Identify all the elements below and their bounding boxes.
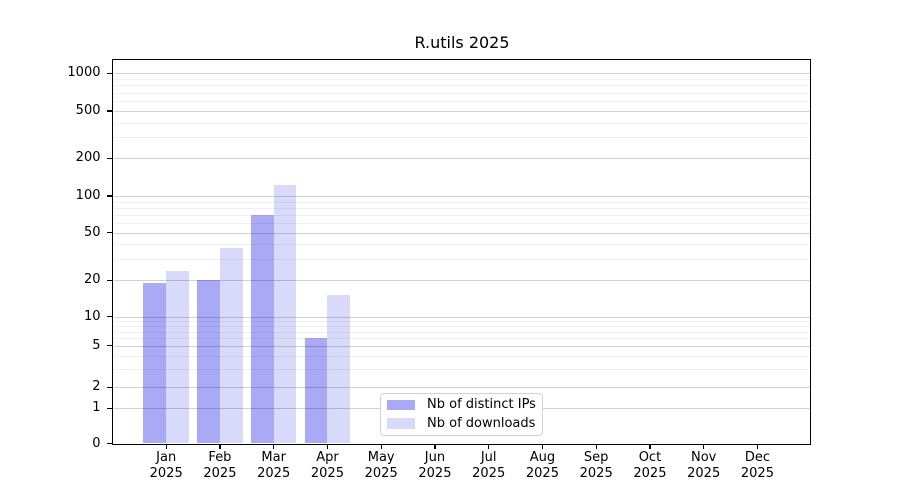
- bar-downloads-feb: [219, 248, 243, 444]
- x-tick-mark: [219, 444, 221, 450]
- y-tick-label: 10: [83, 308, 101, 324]
- legend-item-downloads: Nb of downloads: [387, 414, 536, 433]
- y-tick-label: 100: [75, 188, 101, 203]
- bar-downloads-jan: [166, 270, 189, 444]
- legend-label-distinct-ips: Nb of distinct IPs: [427, 397, 536, 413]
- bar-distinct-ips-jan: [143, 283, 167, 444]
- x-tick-label: Apr 2025: [310, 450, 344, 481]
- gridline-minor: [113, 320, 811, 322]
- y-tick-mark: [106, 195, 114, 197]
- y-tick-label: 500: [75, 103, 101, 118]
- bar-distinct-ips-mar: [250, 214, 274, 444]
- gridline-minor: [113, 201, 811, 203]
- y-tick-label: 0: [92, 435, 101, 451]
- bar-distinct-ips-apr: [304, 338, 328, 444]
- x-tick-label: Dec 2025: [740, 450, 774, 481]
- y-tick-mark: [106, 386, 114, 388]
- chart-title: R.utils 2025: [414, 33, 510, 52]
- gridline-major: [113, 158, 811, 160]
- y-tick-mark: [106, 110, 114, 112]
- y-tick-mark: [106, 315, 114, 318]
- x-tick-mark: [488, 444, 490, 450]
- x-tick-mark: [326, 444, 329, 450]
- legend-label-downloads: Nb of downloads: [427, 416, 536, 432]
- x-tick-mark: [756, 444, 759, 450]
- gridline-minor: [113, 244, 811, 246]
- x-tick-label: Sep 2025: [579, 450, 613, 481]
- x-tick-label: Oct 2025: [633, 450, 667, 481]
- x-tick-label: Nov 2025: [687, 450, 721, 481]
- gridline-minor: [113, 207, 811, 209]
- gridline-minor: [113, 122, 811, 124]
- gridline-major: [113, 111, 811, 112]
- gridline-major: [113, 316, 811, 318]
- y-tick-label: 200: [75, 150, 101, 166]
- gridline-minor: [113, 214, 811, 216]
- gridline-minor: [113, 92, 811, 94]
- x-tick-mark: [273, 444, 275, 450]
- x-tick-mark: [434, 444, 436, 450]
- gridline-minor: [113, 368, 811, 370]
- y-tick-label: 50: [83, 224, 101, 240]
- y-tick-mark: [106, 279, 114, 282]
- gridline-major: [113, 73, 811, 75]
- y-tick-mark: [106, 345, 114, 347]
- x-tick-mark: [595, 444, 597, 450]
- y-tick-mark: [106, 407, 114, 409]
- gridline-minor: [113, 223, 811, 225]
- x-tick-mark: [703, 444, 705, 450]
- gridline-minor: [113, 137, 811, 139]
- x-tick-mark: [165, 444, 167, 450]
- y-tick-mark: [106, 232, 114, 234]
- x-tick-mark: [380, 444, 382, 450]
- legend-swatch-distinct-ips: [387, 399, 415, 411]
- x-tick-label: Jun 2025: [418, 450, 452, 481]
- bar-downloads-mar: [273, 184, 297, 444]
- x-tick-label: May 2025: [364, 450, 398, 481]
- legend-swatch-downloads: [387, 418, 415, 429]
- bar-downloads-apr: [327, 295, 351, 444]
- y-tick-mark: [106, 442, 114, 445]
- y-tick-label: 1: [92, 400, 101, 416]
- x-tick-label: Jan 2025: [149, 450, 183, 481]
- legend-item-distinct-ips: Nb of distinct IPs: [387, 396, 536, 415]
- gridline-major: [113, 232, 811, 234]
- gridline-minor: [113, 85, 811, 87]
- x-tick-mark: [649, 444, 651, 450]
- gridline-minor: [113, 325, 811, 327]
- y-tick-label: 5: [92, 337, 101, 353]
- y-tick-label: 1000: [67, 65, 101, 81]
- y-tick-label: 2: [92, 379, 101, 395]
- gridline-major: [113, 345, 811, 347]
- y-tick-label: 20: [83, 272, 101, 288]
- gridline-minor: [113, 355, 811, 357]
- gridline-minor: [113, 79, 811, 81]
- x-tick-label: Aug 2025: [525, 450, 559, 481]
- y-tick-mark: [106, 72, 114, 74]
- gridline-minor: [113, 331, 811, 333]
- y-tick-mark: [106, 157, 114, 159]
- x-tick-mark: [541, 444, 544, 450]
- x-tick-label: Mar 2025: [257, 450, 291, 481]
- x-tick-label: Feb 2025: [203, 450, 237, 481]
- gridline-major: [113, 196, 811, 197]
- gridline-minor: [113, 338, 811, 340]
- legend: Nb of distinct IPs Nb of downloads: [380, 392, 543, 436]
- x-tick-label: Jul 2025: [472, 450, 506, 481]
- gridline-minor: [113, 259, 811, 261]
- gridline-major: [113, 387, 811, 389]
- bar-distinct-ips-feb: [197, 280, 220, 444]
- gridline-minor: [113, 101, 811, 103]
- gridline-major: [113, 280, 811, 282]
